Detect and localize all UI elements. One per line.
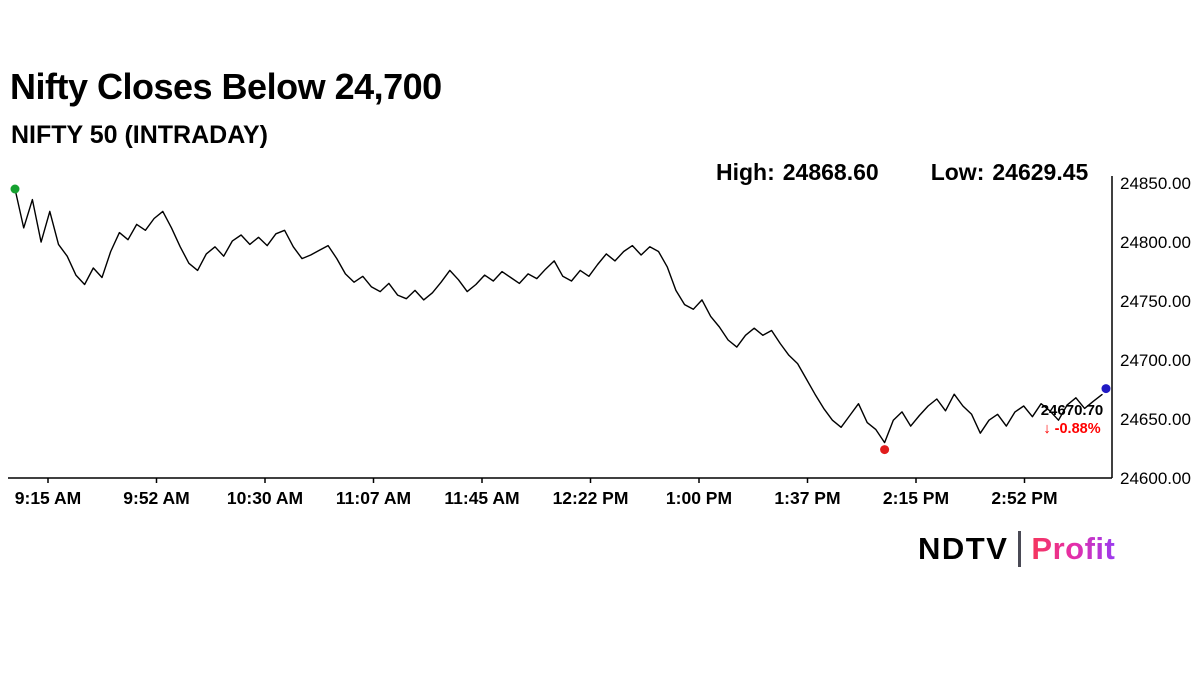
x-tick-label: 2:15 PM xyxy=(883,488,949,508)
high-stat: High: 24868.60 xyxy=(716,159,879,186)
last-price: 24670.70 xyxy=(1040,401,1104,419)
x-tick-label: 1:37 PM xyxy=(774,488,840,508)
y-tick-label: 24850.00 xyxy=(1120,174,1191,193)
x-tick-label: 10:30 AM xyxy=(227,488,303,508)
change-percent: ↓ -0.88% xyxy=(1043,421,1101,438)
x-tick-label: 12:22 PM xyxy=(553,488,629,508)
x-tick-label: 9:15 AM xyxy=(15,488,81,508)
high-value: 24868.60 xyxy=(782,159,879,185)
low-label: Low: xyxy=(930,159,985,185)
low-stat: Low: 24629.45 xyxy=(931,159,1089,186)
high-label: High: xyxy=(716,159,775,185)
last-price-annotation: 24670.70 ↓ -0.88% xyxy=(1024,401,1120,439)
price-line xyxy=(14,188,1103,444)
x-tick-label: 1:00 PM xyxy=(666,488,732,508)
x-tick-label: 11:07 AM xyxy=(336,488,411,508)
profit-wordmark: Profit xyxy=(1031,531,1116,566)
y-tick-label: 24600.00 xyxy=(1120,469,1191,488)
chart-subtitle: NIFTY 50 (INTRADAY) xyxy=(11,121,268,149)
headline: Nifty Closes Below 24,700 xyxy=(10,66,442,107)
x-tick-label: 2:52 PM xyxy=(991,488,1057,508)
y-tick-label: 24700.00 xyxy=(1120,351,1191,370)
high-low-row: High: 24868.60 Low: 24629.45 xyxy=(716,159,1088,186)
x-tick-label: 11:45 AM xyxy=(444,488,519,508)
ndtv-profit-logo: NDTV Profit xyxy=(918,531,1115,567)
logo-divider xyxy=(1018,531,1022,567)
low-value: 24629.45 xyxy=(992,159,1089,185)
x-tick-label: 9:52 AM xyxy=(123,488,189,508)
open-marker xyxy=(10,184,20,194)
y-tick-label: 24800.00 xyxy=(1120,233,1191,252)
close-marker xyxy=(1101,384,1111,394)
low-marker xyxy=(880,445,890,455)
ndtv-wordmark: NDTV xyxy=(918,531,1009,566)
y-tick-label: 24650.00 xyxy=(1120,410,1191,429)
y-tick-label: 24750.00 xyxy=(1120,292,1191,311)
